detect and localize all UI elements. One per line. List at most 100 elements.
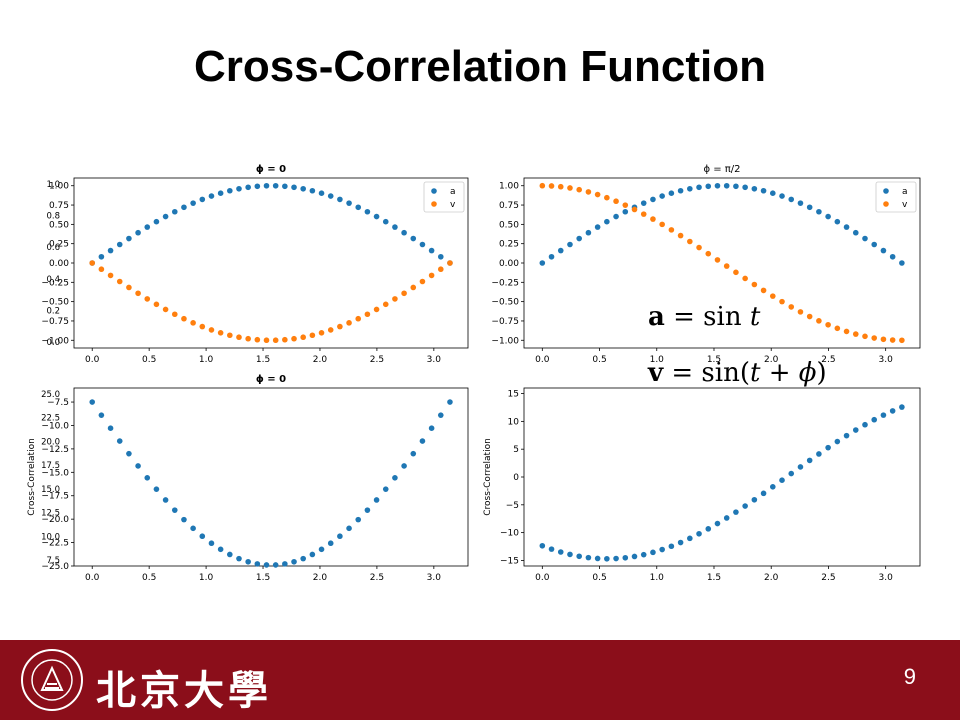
data-point (622, 208, 629, 215)
data-point (437, 253, 444, 260)
data-point (871, 335, 878, 341)
data-point (889, 337, 896, 343)
data-point (245, 558, 251, 565)
legend-marker (883, 188, 889, 194)
data-point (437, 266, 444, 273)
y-tick-label-overlap: 0.8 (46, 212, 60, 222)
data-point (181, 315, 187, 322)
data-point (144, 224, 151, 230)
data-point (236, 334, 242, 341)
data-point (401, 229, 407, 236)
data-point (126, 450, 132, 457)
data-point (548, 183, 555, 189)
data-point (181, 204, 187, 211)
data-point (236, 185, 242, 192)
data-point (263, 182, 270, 189)
data-point (392, 475, 398, 481)
data-point (899, 404, 905, 410)
data-point (788, 196, 795, 203)
x-tick-label: 2.5 (370, 355, 384, 365)
y-tick-label: 0.00 (499, 259, 519, 269)
data-point (816, 208, 822, 215)
y-tick-label-overlap: 0.4 (46, 275, 60, 285)
y-tick-label: 0.25 (499, 240, 519, 250)
data-point (852, 427, 859, 433)
data-point (539, 542, 546, 549)
data-point (852, 331, 859, 337)
data-point (880, 247, 887, 254)
data-point (437, 412, 444, 418)
data-point (567, 551, 573, 558)
data-point (779, 477, 785, 483)
data-point (548, 253, 555, 260)
legend-marker (431, 188, 437, 194)
data-point (254, 561, 261, 567)
data-point (98, 266, 105, 273)
equation-a-op: = sin (664, 302, 750, 332)
data-point (272, 562, 279, 568)
data-point (318, 546, 325, 553)
university-logo-text: 北京大學 (96, 667, 272, 714)
data-point (705, 250, 712, 257)
data-point (769, 293, 776, 299)
y-tick-label: −10.0 (41, 421, 69, 431)
data-point (208, 540, 215, 547)
data-point (392, 224, 398, 230)
data-point (181, 516, 187, 523)
data-point (337, 323, 343, 330)
y-tick-label-overlap: 15.0 (41, 485, 60, 495)
y-tick-label-overlap: 0.6 (46, 243, 60, 253)
y-tick-label: 15 (508, 390, 519, 400)
data-point (631, 553, 638, 560)
data-point (613, 213, 619, 220)
data-point (696, 530, 702, 537)
data-point (364, 507, 371, 513)
equation-a: a = sin t (648, 302, 760, 332)
data-point (862, 333, 868, 340)
data-point (392, 296, 398, 302)
legend-label: v (450, 200, 456, 210)
data-point (355, 204, 362, 211)
data-point (797, 464, 804, 470)
legend-box (875, 181, 917, 213)
data-point (217, 546, 224, 553)
data-point (419, 241, 426, 248)
data-point (300, 334, 306, 341)
x-tick-label: 1.0 (650, 355, 665, 365)
data-point (723, 182, 730, 189)
data-point (126, 284, 132, 291)
data-point (677, 539, 684, 546)
equation-a-var: t (749, 302, 761, 332)
plot-top-right: ϕ = π/2 0.0 0.5 1.0 1.5 2.0 2.5 3.0 1.00 0.75 0.50… (491, 164, 921, 368)
legend-marker (431, 201, 437, 207)
equation-v: v = sin(t + ϕ) (648, 358, 827, 388)
y-tick-label-overlap: 1.0 (46, 180, 60, 190)
data-point (227, 187, 233, 194)
y-tick-label: 1.00 (499, 182, 519, 192)
data-point (208, 327, 215, 333)
y-tick-label-overlap: 20.0 (41, 437, 60, 447)
data-point (153, 301, 160, 308)
data-point (677, 187, 684, 194)
y-tick-label: −0.50 (491, 298, 519, 308)
plot-top-left: ϕ = 00.0 0.5 1.0 1.5 2.0 2.5 3.01.000.750.500.… (41, 164, 469, 365)
y-tick-label: 10 (508, 417, 520, 427)
data-point (585, 554, 592, 561)
data-point (382, 486, 389, 492)
data-point (899, 260, 905, 266)
data-point (254, 183, 261, 190)
x-tick-label: 1.5 (256, 355, 270, 365)
y-tick-label-overlap: 0.2 (46, 306, 60, 316)
equation-v-var2: ϕ (798, 358, 817, 388)
data-point (245, 335, 251, 342)
data-point (779, 298, 785, 305)
data-point (852, 229, 859, 236)
data-point (447, 260, 453, 266)
legend-box (423, 181, 465, 213)
y-tick-label-overlap: 12.5 (41, 509, 60, 519)
data-point (843, 432, 850, 439)
data-point (162, 497, 169, 503)
y-tick-label-overlap: 25.0 (41, 390, 60, 400)
equation-v-var1: t (749, 358, 761, 388)
y-tick-label: 0.00 (49, 259, 69, 269)
